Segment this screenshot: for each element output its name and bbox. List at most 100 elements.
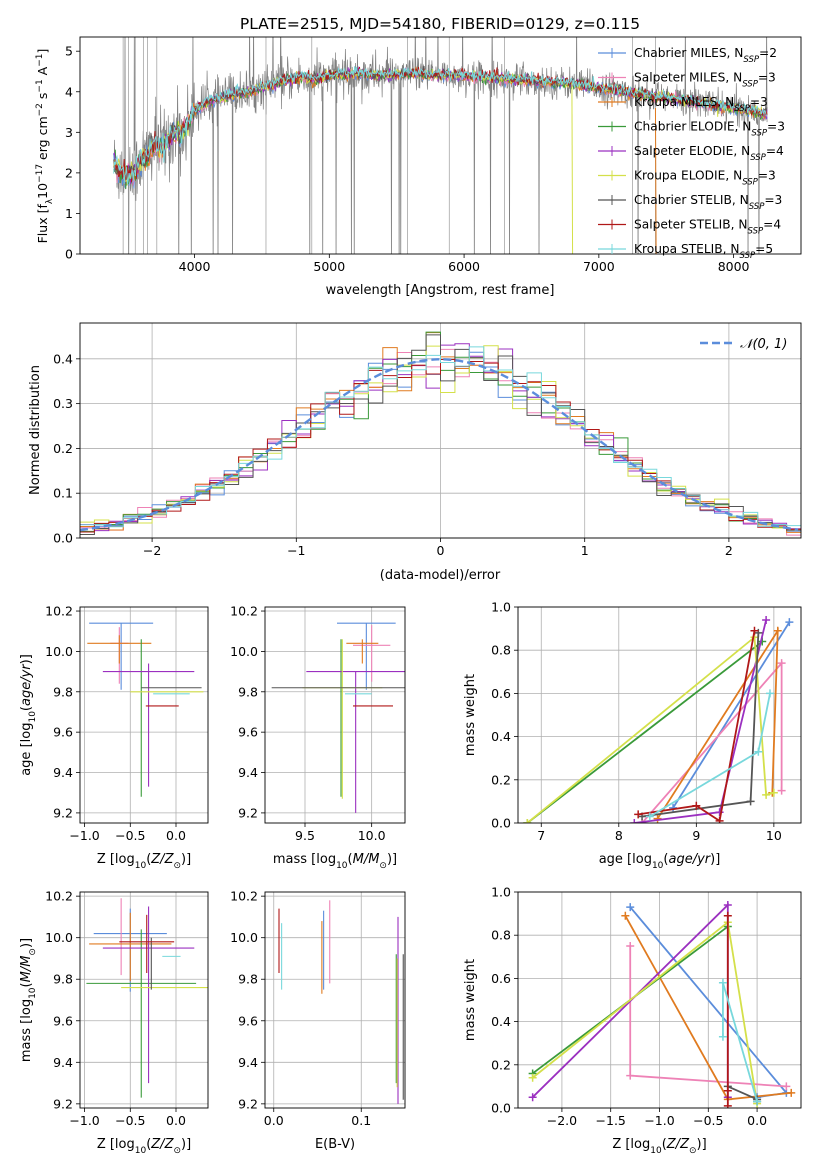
label-part: ⊙ xyxy=(689,1146,697,1156)
y-tick-label: 10.0 xyxy=(45,930,73,945)
errorbar-point xyxy=(89,912,172,982)
axes-frame xyxy=(79,891,209,1109)
legend-nssp: =3 xyxy=(767,120,785,134)
errorbar-point xyxy=(346,639,379,664)
label-part: ( xyxy=(348,852,353,867)
spectrum-legend: Chabrier MILES, NSSP=2 Salpeter MILES, NS… xyxy=(598,46,785,261)
weight-marker xyxy=(528,1073,537,1082)
x-tick-label: 7 xyxy=(537,828,545,843)
x-tick-label: 0 xyxy=(437,543,445,558)
weight-marker xyxy=(715,808,724,817)
x-axis-label: Z [log10(Z/Z⊙)] xyxy=(612,1137,706,1156)
weight-marker xyxy=(773,626,782,635)
x-tick-label: 2 xyxy=(725,543,733,558)
weight-marker xyxy=(645,812,654,821)
legend-label: Chabrier MILES, NSSP=2 xyxy=(634,46,777,65)
label-part: E(B-V) xyxy=(315,1137,355,1152)
legend-label: Salpeter MILES, NSSP=3 xyxy=(634,71,776,90)
errorbar-point xyxy=(102,663,195,787)
label-part: Z [log xyxy=(612,1137,650,1152)
weight-marker xyxy=(746,797,755,806)
y-tick-label: 10.0 xyxy=(230,930,258,945)
y-tick-label: 1.0 xyxy=(491,600,511,615)
weight-marker xyxy=(653,814,662,823)
y-tick-label: 2 xyxy=(65,165,73,180)
y-tick-label: 0.6 xyxy=(491,686,511,701)
label-part: ( xyxy=(146,1137,151,1152)
y-tick-label: 0.4 xyxy=(491,729,511,744)
weight-marker xyxy=(626,942,635,950)
weight-marker xyxy=(630,819,639,823)
y-tick-label: 0.2 xyxy=(53,441,73,456)
plot-area xyxy=(87,622,204,797)
label-part: )] xyxy=(710,852,720,867)
legend-subscript: SSP xyxy=(747,227,763,237)
legend-subscript: SSP xyxy=(750,153,766,163)
legend-model-name: Kroupa STELIB, N xyxy=(634,242,740,256)
y-axis-label: Normed distribution xyxy=(28,365,43,495)
label-part: ⊙ xyxy=(173,1146,181,1156)
y-tick-label: 3 xyxy=(65,125,73,140)
weight-marker xyxy=(762,615,771,624)
x-tick-label: 8 xyxy=(615,828,623,843)
label-part: M/M xyxy=(19,956,34,983)
label-part: M/M xyxy=(353,852,380,867)
label-part: λ xyxy=(45,198,55,204)
model-spectrum-line xyxy=(571,83,574,254)
weight-marker xyxy=(626,903,635,912)
weight-marker xyxy=(718,978,727,987)
y-axis-label-group: mass [log10(M/M⊙)] xyxy=(19,938,38,1062)
legend-subscript: SSP xyxy=(743,55,759,65)
y-axis-label: mass weight xyxy=(463,959,478,1041)
axes-frame xyxy=(517,606,802,824)
y-tick-label: 0.8 xyxy=(491,928,511,943)
normal-reference-curve xyxy=(80,358,799,532)
plot-area xyxy=(278,900,404,1104)
x-tick-label: −1 xyxy=(287,543,305,558)
y-tick-label: 0.0 xyxy=(491,1101,511,1116)
label-part: )] xyxy=(697,1137,707,1152)
y-tick-label: 10.0 xyxy=(230,644,258,659)
y-tick-label: 0.6 xyxy=(491,971,511,986)
axes-z-vs-age: −1.0 −0.5 0.0 9.2 9.4 9.6 9.8 10.0 10.2 xyxy=(45,604,209,843)
x-tick-label: 4000 xyxy=(179,259,211,274)
y-tick-label: 0.4 xyxy=(53,351,73,366)
legend-nssp: =3 xyxy=(764,193,782,207)
grid-lines xyxy=(80,892,208,1108)
label-part: erg cm xyxy=(35,116,50,164)
histogram-series xyxy=(80,359,801,533)
y-tick-label: 10.0 xyxy=(45,644,73,659)
y-tick-label: 4 xyxy=(65,84,73,99)
weight-marker xyxy=(723,900,732,909)
legend-nssp: =4 xyxy=(766,144,784,158)
grid-lines xyxy=(518,891,801,1109)
y-tick-label: 0.3 xyxy=(53,396,73,411)
label-part: ( xyxy=(662,1137,667,1152)
weight-marker xyxy=(785,618,794,627)
axes-spectrum: 4000 5000 6000 7000 8000 0 1 2 3 4 5 xyxy=(65,36,802,274)
axes-frame xyxy=(79,36,802,255)
axes-frame xyxy=(79,606,209,824)
weight-marker xyxy=(723,911,732,920)
legend-label: Chabrier ELODIE, NSSP=3 xyxy=(634,120,785,139)
y-tick-label: 0 xyxy=(65,247,73,262)
x-tick-label: 0.0 xyxy=(747,1113,767,1128)
weight-line xyxy=(672,621,791,809)
x-tick-label: 10.0 xyxy=(358,828,386,843)
label-part: Flux [f xyxy=(35,204,50,244)
y-tick-label: 10.2 xyxy=(230,604,258,619)
label-part: Z [log xyxy=(97,1137,135,1152)
y-tick-label: 1.0 xyxy=(491,885,511,900)
y-tick-label: 1 xyxy=(65,206,73,221)
y-tick-label: 9.2 xyxy=(238,1096,258,1111)
legend-label: 𝒩(0, 1) xyxy=(740,337,787,352)
errorbar-point xyxy=(89,622,154,690)
plot-area xyxy=(80,331,801,536)
x-tick-label: −0.5 xyxy=(115,828,145,843)
y-tick-label: 9.8 xyxy=(53,684,73,699)
label-part: )] xyxy=(19,938,34,948)
legend-label: Kroupa MILES, NSSP=3 xyxy=(634,95,768,114)
x-tick-label: 0.0 xyxy=(166,1113,186,1128)
label-part: 10 xyxy=(650,1146,662,1156)
x-tick-label: 5000 xyxy=(313,259,345,274)
